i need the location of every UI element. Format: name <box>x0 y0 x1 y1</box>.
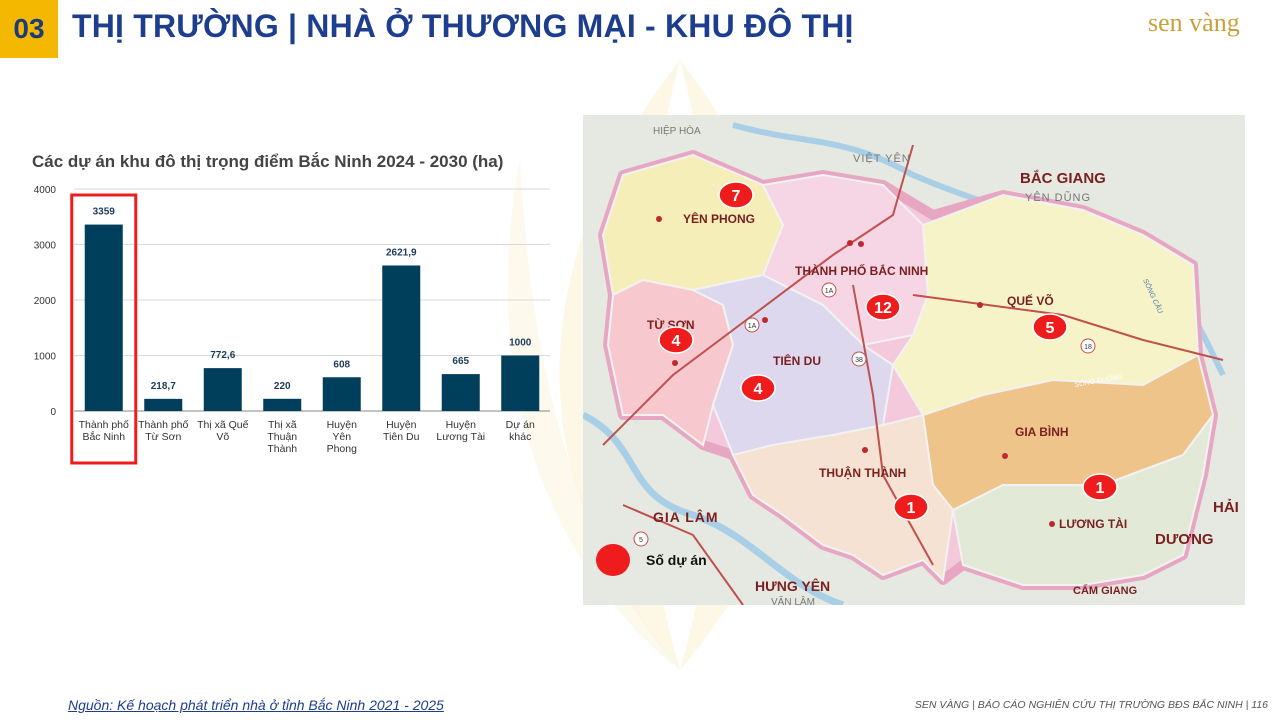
x-tick-label: Thuận <box>267 431 297 443</box>
y-tick-label: 3000 <box>34 241 57 252</box>
bar-value-label: 218,7 <box>151 381 176 392</box>
project-count: 7 <box>732 188 741 205</box>
x-tick-label: Huyện <box>446 419 477 431</box>
road-number: 18 <box>1084 344 1092 351</box>
map-region-label: QUẾ VÕ <box>1007 293 1054 308</box>
section-number: 03 <box>0 0 58 58</box>
project-marker-tien-du: 4 <box>740 374 776 402</box>
project-marker-luong-tai: 1 <box>1082 473 1118 501</box>
legend-marker <box>596 544 630 576</box>
brand-logo: sen vàng <box>1148 8 1240 38</box>
bar-value-label: 665 <box>452 356 469 367</box>
footer-report: SEN VÀNG | BÁO CÁO NGHIÊN CỨU THỊ TRƯỜNG… <box>914 699 1268 711</box>
map-outside-label: BẮC GIANG <box>1020 169 1106 187</box>
bar <box>84 224 123 411</box>
x-tick-label: Võ <box>216 431 229 443</box>
x-tick-label: khác <box>509 431 531 443</box>
road-number: 5 <box>639 537 643 544</box>
road-number: 38 <box>855 357 863 364</box>
bar <box>144 398 183 411</box>
map-region-label: LƯƠNG TÀI <box>1059 516 1127 531</box>
map-outside-label: HIỆP HÒA <box>653 124 701 137</box>
bar <box>263 398 302 411</box>
bar <box>441 374 480 411</box>
road-number: 1A <box>748 323 757 330</box>
bar-value-label: 772,6 <box>210 350 235 361</box>
map-outside-label: GIA LÂM <box>653 508 719 525</box>
map-region-label: THUẬN THÀNH <box>819 465 906 480</box>
project-marker-yen-phong: 7 <box>718 181 754 209</box>
road-marker: 1A <box>744 317 760 333</box>
map-legend: Số dự án <box>596 544 707 576</box>
y-tick-label: 0 <box>50 407 56 418</box>
bar-value-label: 220 <box>274 381 291 392</box>
chart-title: Các dự án khu đô thị trọng điểm Bắc Ninh… <box>32 152 503 171</box>
project-marker-thuan-thanh: 1 <box>893 493 929 521</box>
y-tick-label: 4000 <box>34 185 57 196</box>
chart-bars <box>84 224 540 411</box>
x-tick-label: Huyện <box>327 419 358 431</box>
road-marker: 18 <box>1080 338 1096 354</box>
project-count: 5 <box>1046 320 1055 337</box>
map-outside-label: DƯƠNG <box>1155 531 1214 548</box>
map-svg: YÊN PHONG THÀNH PHỐ BẮC NINH TỪ SƠN TIÊN… <box>583 115 1245 605</box>
map-region-label: TIÊN DU <box>773 353 821 368</box>
road-marker: 5 <box>633 531 649 547</box>
bar-chart: Các dự án khu đô thị trọng điểm Bắc Ninh… <box>32 152 550 465</box>
x-tick-label: Thành <box>267 443 297 455</box>
x-tick-label: Thành phố <box>138 419 188 431</box>
x-tick-label: Phong <box>327 443 358 455</box>
project-count: 1 <box>1096 480 1105 497</box>
road-marker: 1A <box>821 282 837 298</box>
brand-logo-text: sen vàng <box>1148 8 1240 37</box>
source-link[interactable]: Nguồn: Kế hoạch phát triển nhà ở tỉnh Bắ… <box>68 697 444 713</box>
map-outside-label: VIỆT YÊN <box>853 152 911 165</box>
x-tick-label: Thành phố <box>79 419 129 431</box>
road-marker: 38 <box>851 351 867 367</box>
map-outside-label: HẢI <box>1213 499 1239 516</box>
x-tick-label: Thị xã <box>268 419 297 431</box>
legend-label: Số dự án <box>646 552 707 568</box>
x-tick-label: Tiên Du <box>383 431 420 443</box>
project-count: 12 <box>874 300 892 317</box>
page-title: THỊ TRƯỜNG | NHÀ Ở THƯƠNG MẠI - KHU ĐÔ T… <box>72 8 854 44</box>
bar <box>382 265 421 411</box>
bar <box>501 355 540 411</box>
project-count: 4 <box>754 381 763 398</box>
y-tick-label: 1000 <box>34 352 57 363</box>
bar-value-label: 608 <box>333 359 350 370</box>
x-tick-label: Thị xã Quế <box>197 419 249 431</box>
bar <box>203 368 242 411</box>
bar-value-label: 2621,9 <box>386 247 417 258</box>
bar <box>322 377 361 411</box>
project-count: 1 <box>907 500 916 517</box>
highlight-box <box>70 193 138 465</box>
x-tick-label: Yên <box>332 431 351 443</box>
project-count: 4 <box>672 333 681 350</box>
map-outside-label: VĂN LÂM <box>771 595 815 605</box>
road-number: 1A <box>825 288 834 295</box>
project-marker-tu-son: 4 <box>658 326 694 354</box>
bac-ninh-map: YÊN PHONG THÀNH PHỐ BẮC NINH TỪ SƠN TIÊN… <box>583 115 1245 605</box>
x-tick-label: Huyện <box>386 419 417 431</box>
y-tick-label: 2000 <box>34 296 57 307</box>
map-region-label: THÀNH PHỐ BẮC NINH <box>795 263 928 278</box>
map-outside-label: CẨM GIANG <box>1073 584 1137 597</box>
map-region-label: GIA BÌNH <box>1015 424 1069 439</box>
project-marker-bac-ninh: 12 <box>865 293 901 321</box>
x-tick-label: Bắc Ninh <box>82 430 125 443</box>
chart-grid <box>74 188 550 412</box>
project-marker-que-vo: 5 <box>1032 313 1068 341</box>
x-tick-label: Từ Sơn <box>145 431 181 443</box>
bar-value-label: 3359 <box>93 207 116 218</box>
x-tick-label: Dự án <box>506 419 535 431</box>
bar-value-label: 1000 <box>509 338 532 349</box>
x-tick-label: Lương Tài <box>436 431 485 443</box>
map-region-label: YÊN PHONG <box>683 211 755 226</box>
map-outside-label: YÊN DŨNG <box>1025 191 1091 204</box>
map-outside-label: HƯNG YÊN <box>755 577 830 594</box>
